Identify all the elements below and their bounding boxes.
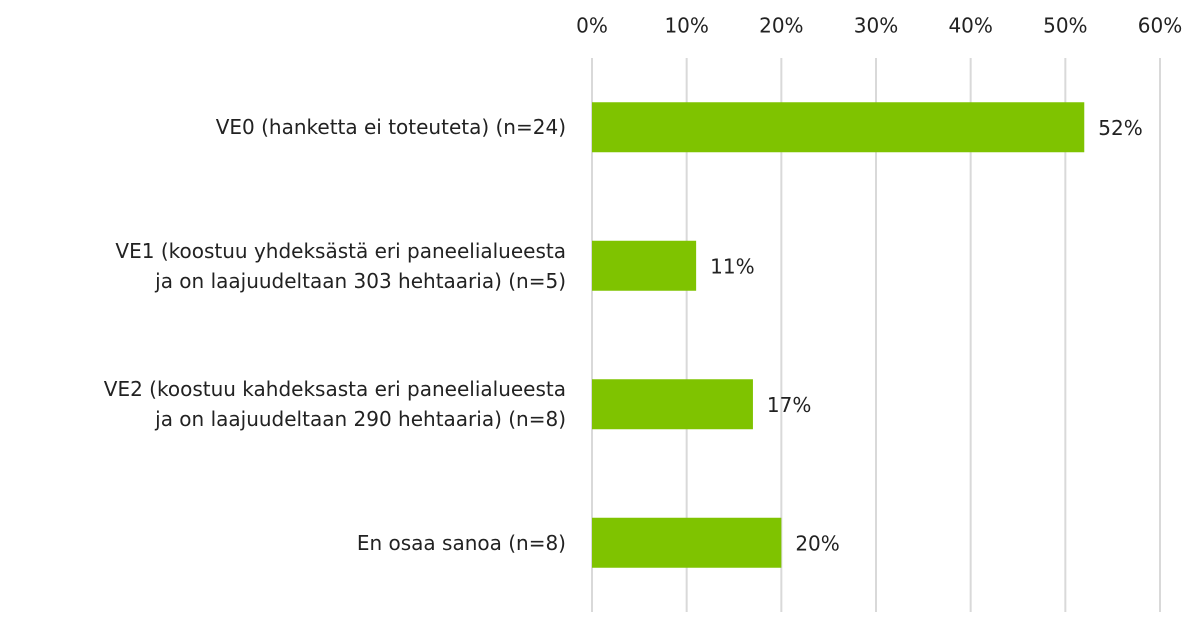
x-tick-label: 10% [664,14,708,38]
category-label: En osaa sanoa (n=8) [356,530,566,555]
category-label: VE0 (hanketta ei toteuteta) (n=24) [215,115,566,140]
bar [592,240,697,291]
bar [592,379,753,430]
bar [592,517,782,568]
data-label: 17% [767,393,811,417]
category-label: VE1 (koostuu yhdeksästä eri paneelialuee… [115,238,566,293]
data-label: 52% [1098,116,1142,140]
data-label: 20% [795,531,839,555]
bar [592,102,1085,153]
x-tick-label: 0% [576,14,608,38]
x-tick-label: 40% [948,14,992,38]
data-label: 11% [710,254,754,278]
category-label: VE2 (koostuu kahdeksasta eri paneelialue… [103,377,566,432]
x-tick-label: 60% [1138,14,1182,38]
x-tick-label: 50% [1043,14,1087,38]
x-tick-label: 20% [759,14,803,38]
x-tick-label: 30% [854,14,898,38]
